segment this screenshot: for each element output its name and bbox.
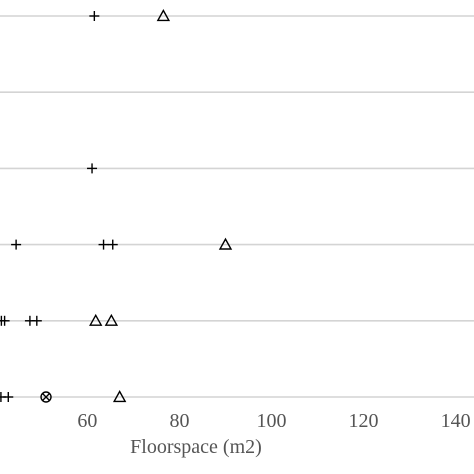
x-tick-label-120: 120 [349, 410, 379, 432]
point-row-5-5-triangle [89, 313, 103, 326]
point-row-4-1-plus [11, 239, 22, 250]
point-row-1-2-triangle [156, 9, 171, 22]
x-axis-title: Floorspace (m2) [130, 436, 262, 458]
gridlines [0, 15, 474, 398]
data-points [0, 9, 233, 403]
point-row-6-2-plus [3, 392, 14, 402]
x-tick-label-140: 140 [441, 410, 471, 432]
point-row-4-2-plus [98, 239, 109, 250]
point-row-5-6-triangle [104, 313, 119, 326]
point-row-5-4-plus [31, 315, 42, 326]
x-tick-label-80: 80 [169, 410, 189, 432]
x-tick-label-100: 100 [257, 410, 287, 432]
point-row-4-3-plus [107, 239, 118, 250]
point-row-5-2-plus [0, 315, 10, 326]
point-row-3-1-plus [87, 163, 98, 174]
point-row-4-4-triangle [218, 237, 233, 250]
x-tick-label-60: 60 [77, 410, 97, 432]
point-row-6-3-circle-x [40, 391, 52, 403]
point-row-6-4-triangle [112, 390, 127, 403]
point-row-1-1-plus [89, 11, 100, 21]
x-axis-ticks: 60 80 100 120 140 [77, 410, 470, 432]
